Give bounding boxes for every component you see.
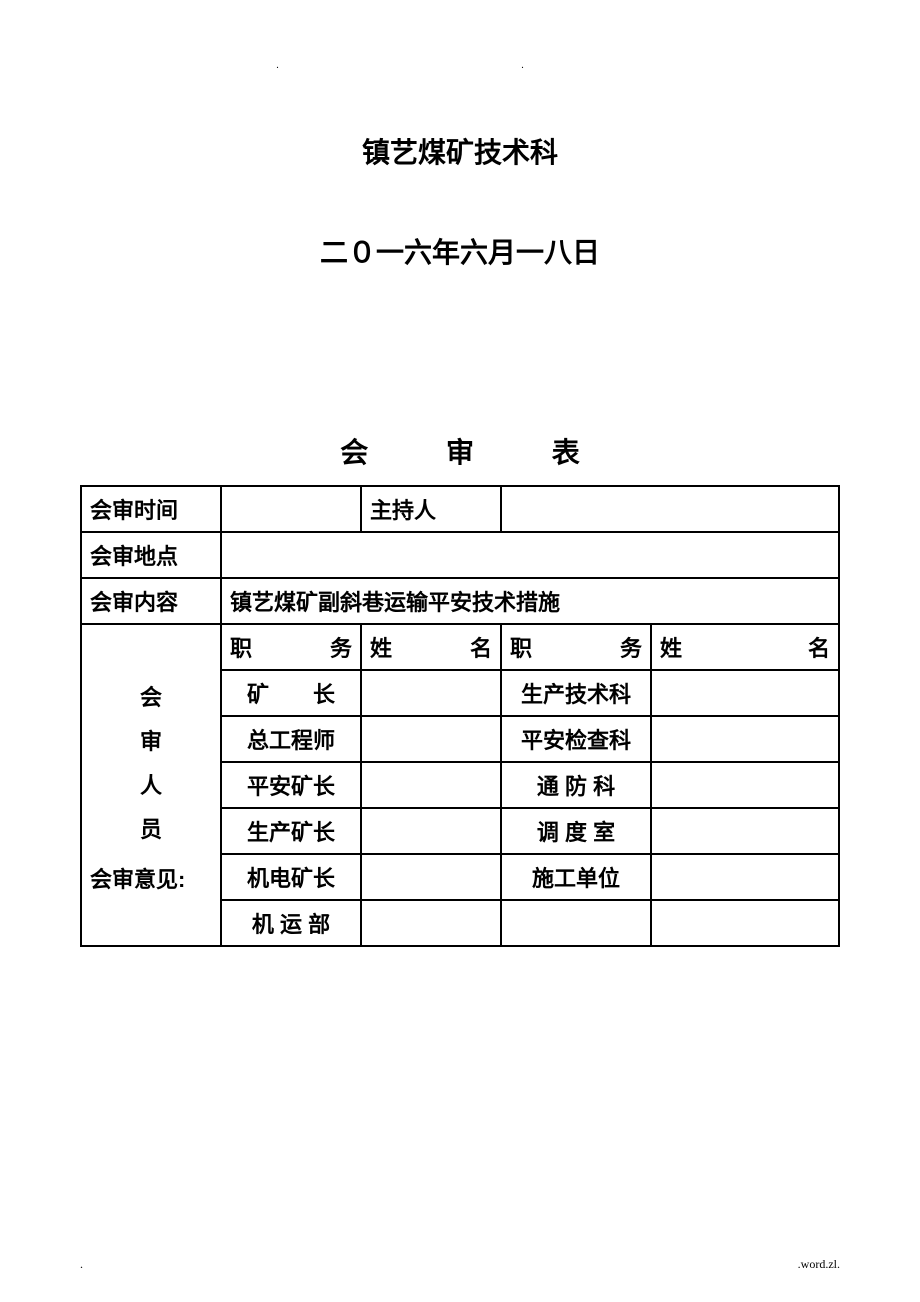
value-review-content: 镇艺煤矿副斜巷运输平安技术措施: [221, 578, 839, 624]
vert-char: 审: [90, 720, 212, 764]
duty-right: 通 防 科: [501, 762, 651, 808]
footer-right: .word.zl.: [798, 1257, 840, 1272]
table-row: 会审内容 镇艺煤矿副斜巷运输平安技术措施: [81, 578, 839, 624]
vert-char: 会: [90, 676, 212, 720]
name-char: 姓: [370, 631, 392, 663]
label-review-time: 会审时间: [81, 486, 221, 532]
date-heading: 二０一六年六月一八日: [80, 231, 840, 271]
name-left: [361, 716, 501, 762]
duty-left: 机电矿长: [221, 854, 361, 900]
org-heading: 镇艺煤矿技术科: [80, 131, 840, 171]
vert-char: 员: [90, 808, 212, 852]
label-host: 主持人: [361, 486, 501, 532]
duty-left: 机 运 部: [221, 900, 361, 946]
table-row: 会 审 人 员 会审意见: 职务 姓名 职务 姓名: [81, 624, 839, 670]
label-review-opinion: 会审意见:: [90, 858, 212, 902]
value-review-place: [221, 532, 839, 578]
duty-left: 矿 长: [221, 670, 361, 716]
name-char: 名: [808, 631, 830, 663]
table-row: 会审地点: [81, 532, 839, 578]
header-duty-right: 职务: [501, 624, 651, 670]
duty-char: 务: [330, 631, 352, 663]
name-right: [651, 854, 839, 900]
table-title-char: 会: [340, 431, 368, 471]
duty-right: [501, 900, 651, 946]
name-char: 姓: [660, 631, 682, 663]
duty-right: 施工单位: [501, 854, 651, 900]
header-name-left: 姓名: [361, 624, 501, 670]
duty-right: 调 度 室: [501, 808, 651, 854]
name-right: [651, 900, 839, 946]
footer-left: .: [80, 1257, 83, 1272]
table-title-char: 表: [552, 431, 580, 471]
name-right: [651, 670, 839, 716]
table-title: 会 审 表: [80, 431, 840, 471]
name-right: [651, 762, 839, 808]
duty-left: 生产矿长: [221, 808, 361, 854]
top-dot-marks: . .: [80, 60, 840, 71]
value-host: [501, 486, 839, 532]
vert-char: 人: [90, 764, 212, 808]
duty-left: 总工程师: [221, 716, 361, 762]
label-review-people: 会 审 人 员 会审意见:: [81, 624, 221, 946]
value-review-time: [221, 486, 361, 532]
name-left: [361, 762, 501, 808]
duty-left: 平安矿长: [221, 762, 361, 808]
review-table: 会审时间 主持人 会审地点 会审内容 镇艺煤矿副斜巷运输平安技术措施 会 审 人…: [80, 485, 840, 947]
header-duty-left: 职务: [221, 624, 361, 670]
name-char: 名: [470, 631, 492, 663]
name-right: [651, 808, 839, 854]
header-name-right: 姓名: [651, 624, 839, 670]
name-left: [361, 808, 501, 854]
name-left: [361, 670, 501, 716]
duty-right: 平安检查科: [501, 716, 651, 762]
table-row: 会审时间 主持人: [81, 486, 839, 532]
duty-char: 务: [620, 631, 642, 663]
duty-char: 职: [510, 631, 532, 663]
page-footer: . .word.zl.: [80, 1257, 840, 1272]
name-right: [651, 716, 839, 762]
table-title-char: 审: [446, 431, 474, 471]
label-review-place: 会审地点: [81, 532, 221, 578]
name-left: [361, 854, 501, 900]
label-review-content: 会审内容: [81, 578, 221, 624]
duty-char: 职: [230, 631, 252, 663]
name-left: [361, 900, 501, 946]
duty-right: 生产技术科: [501, 670, 651, 716]
